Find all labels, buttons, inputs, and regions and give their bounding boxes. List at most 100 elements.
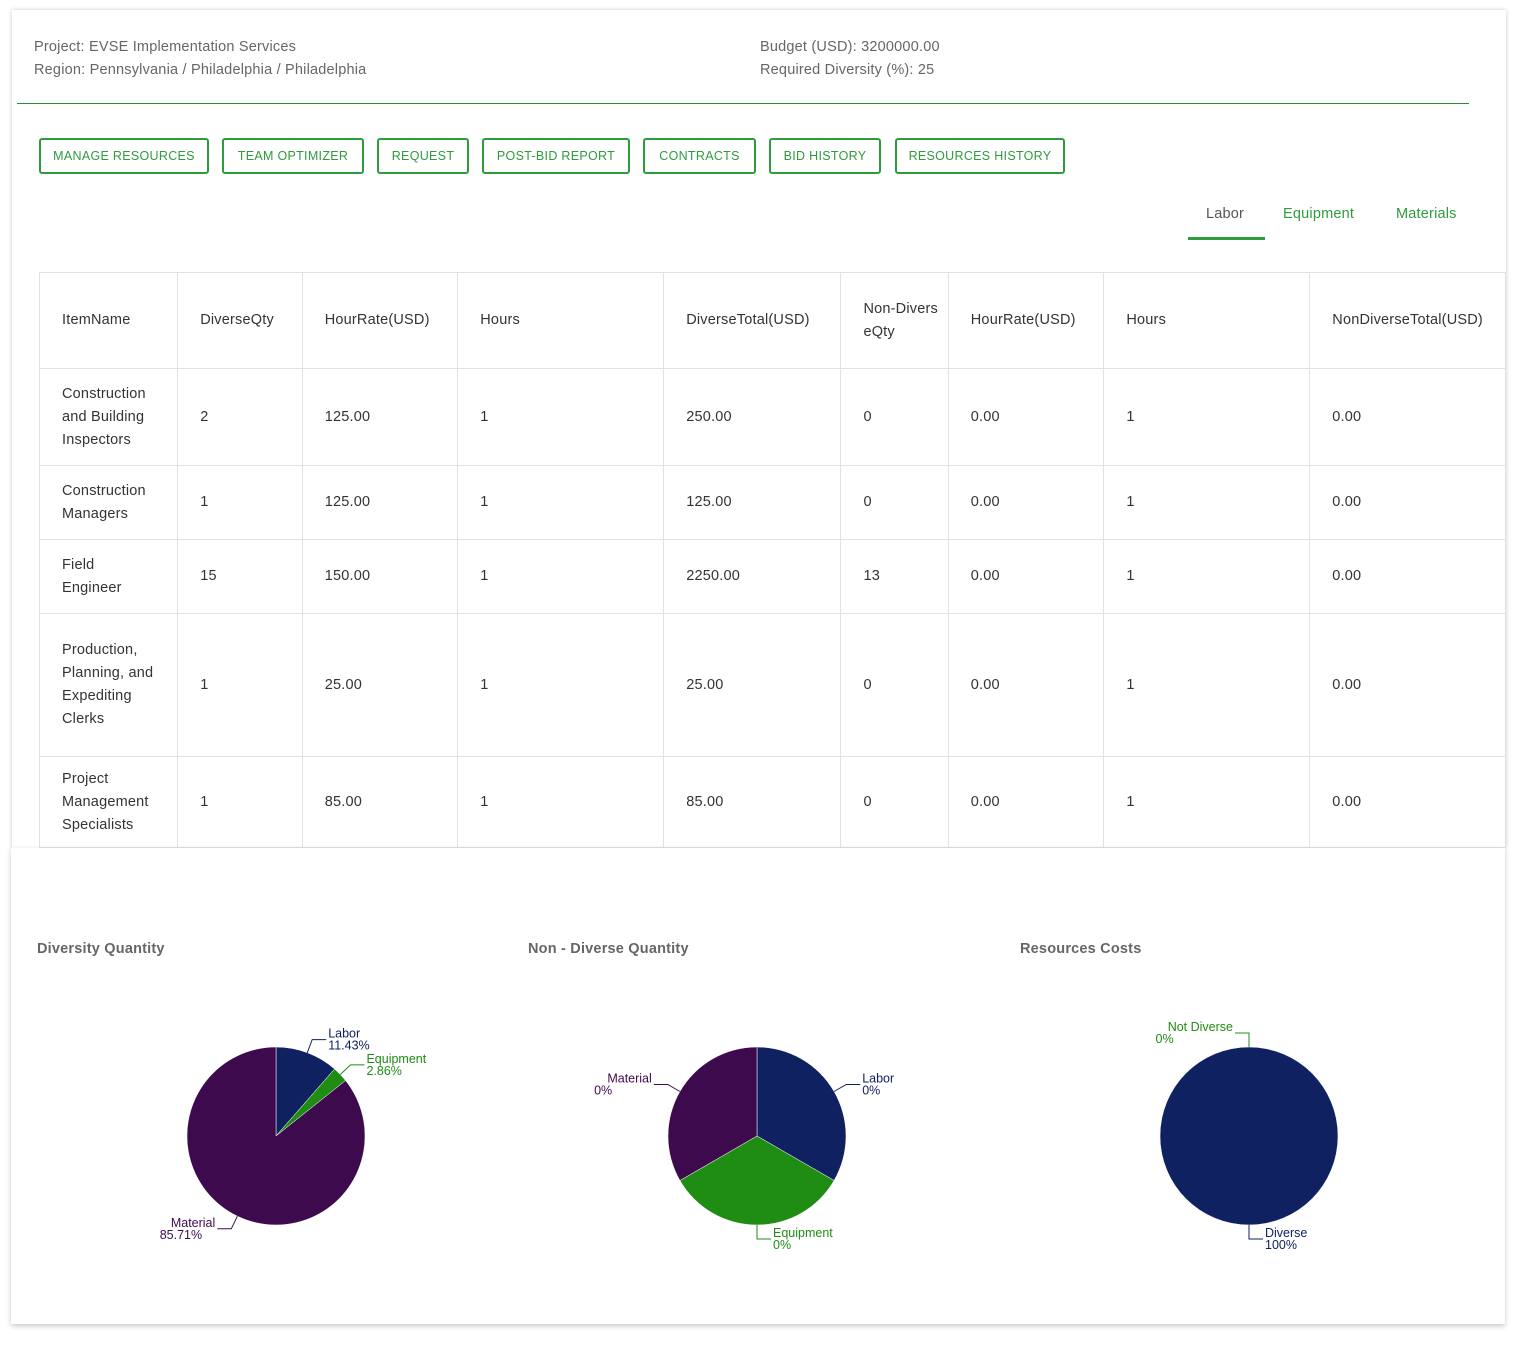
slice-value-material: 85.71%: [160, 1228, 202, 1242]
post-bid-report-button[interactable]: POST-BID REPORT: [482, 138, 630, 174]
slice-label-equipment: Equipment: [366, 1052, 426, 1066]
charts-card: Diversity Quantity Non - Diverse Quantit…: [11, 848, 1505, 1324]
tab-labor[interactable]: Labor: [1206, 206, 1245, 222]
table-cell: 0.00: [947, 465, 1105, 540]
table-cell: Construction Managers: [38, 465, 179, 540]
table-cell: 85.00: [301, 756, 459, 848]
table-cell: 1: [1103, 368, 1311, 466]
table-cell: 0.00: [947, 368, 1105, 466]
column-header: Hours: [1103, 272, 1311, 369]
table-cell: 0: [840, 756, 949, 848]
slice-label-material: Material: [607, 1072, 651, 1086]
leader-line-material: [217, 1215, 238, 1230]
contracts-button[interactable]: CONTRACTS: [643, 138, 756, 174]
table-cell: 1: [457, 756, 665, 848]
pie-slice-equipment[interactable]: [679, 1135, 835, 1226]
request-button[interactable]: REQUEST: [377, 138, 469, 174]
table-cell: 2250.00: [663, 539, 842, 614]
table-cell: 0.00: [1309, 539, 1506, 614]
slice-label-equipment: Equipment: [773, 1226, 833, 1240]
table-cell: 250.00: [663, 368, 842, 466]
slice-value-labor: 11.43%: [328, 1039, 369, 1053]
leader-line-equipment: [756, 1225, 771, 1240]
table-cell: 1: [457, 613, 665, 757]
active-tab-indicator: [1188, 237, 1265, 240]
table-cell: 0.00: [947, 613, 1105, 757]
column-header: ItemName: [38, 272, 179, 369]
pie-slice-labor[interactable]: [756, 1046, 847, 1181]
table-row: Construction Managers 1 125.00 1 125.00 0 0.00…: [38, 465, 1506, 540]
resources-card: Project: EVSE Implementation Services Re…: [12, 10, 1506, 848]
project-budget: Budget (USD): 3200000.00: [760, 39, 940, 55]
table-cell: 1: [457, 465, 665, 540]
project-region: Region: Pennsylvania / Philadelphia / Ph…: [34, 62, 367, 78]
table-cell: 125.00: [663, 465, 842, 540]
table-row: Project Management Specialists 1 85.00 1 85.…: [38, 756, 1506, 848]
pie-slice-diverse[interactable]: [1159, 1046, 1339, 1226]
table-cell: Production, Planning, and Expediting Cle…: [38, 613, 179, 757]
slice-value-equipment: 2.86%: [366, 1064, 401, 1078]
column-header: HourRate(USD): [301, 272, 459, 369]
table-cell: 25.00: [301, 613, 459, 757]
slice-value-equipment: 0%: [773, 1238, 791, 1252]
table-row: Construction and Building Inspectors 2 125…: [38, 368, 1506, 466]
table-cell: 1: [177, 465, 303, 540]
table-cell: 25.00: [663, 613, 842, 757]
table-cell: 1: [177, 756, 303, 848]
leader-line-labor: [833, 1084, 861, 1092]
column-header: DiverseQty: [177, 272, 303, 369]
column-header: Hours: [457, 272, 665, 369]
tab-materials[interactable]: Materials: [1396, 206, 1457, 222]
slice-value-labor: 0%: [862, 1084, 880, 1098]
table-cell: 150.00: [301, 539, 459, 614]
tab-equipment[interactable]: Equipment: [1283, 206, 1355, 222]
slice-label-labor: Labor: [328, 1027, 360, 1041]
table-cell: 0: [840, 465, 949, 540]
table-cell: 125.00: [301, 368, 459, 466]
chart-title-resources-costs: Resources Costs: [1020, 941, 1142, 957]
leader-line-not-diverse: [1235, 1032, 1250, 1047]
resources-history-button[interactable]: RESOURCES HISTORY: [895, 138, 1065, 174]
slice-label-not-diverse: Not Diverse: [1168, 1020, 1233, 1034]
bid-history-button[interactable]: BID HISTORY: [769, 138, 881, 174]
table-cell: 1: [457, 539, 665, 614]
slice-value-material: 0%: [594, 1084, 612, 1098]
table-cell: 13: [840, 539, 949, 614]
leader-line-equipment: [339, 1064, 365, 1075]
manage-resources-button[interactable]: MANAGE RESOURCES: [39, 138, 209, 174]
table-cell: 0.00: [1309, 756, 1506, 848]
pie-slice-labor[interactable]: [275, 1046, 335, 1137]
column-header: Non-DiverseQty: [840, 272, 949, 369]
required-diversity: Required Diversity (%): 25: [760, 62, 935, 78]
slice-label-labor: Labor: [862, 1072, 894, 1086]
table-cell: 0: [840, 613, 949, 757]
table-cell: 1: [1103, 613, 1311, 757]
table-cell: 0.00: [1309, 368, 1506, 466]
column-header: HourRate(USD): [947, 272, 1105, 369]
table-cell: 0.00: [947, 539, 1105, 614]
table-cell: 0: [840, 368, 949, 466]
column-header: DiverseTotal(USD): [663, 272, 842, 369]
table-cell: Field Engineer: [38, 539, 179, 614]
project-info: Project: EVSE Implementation Services Re…: [34, 36, 366, 82]
table-cell: 85.00: [663, 756, 842, 848]
team-optimizer-button[interactable]: TEAM OPTIMIZER: [222, 138, 364, 174]
leader-line-material: [653, 1084, 681, 1092]
column-header: NonDiverseTotal(USD): [1309, 272, 1506, 369]
budget-info: Budget (USD): 3200000.00 Required Divers…: [760, 36, 940, 82]
table-header-row: ItemName DiverseQty HourRate(USD) Hours Dive…: [38, 272, 1506, 369]
table-cell: Project Management Specialists: [38, 756, 179, 848]
table-cell: 0.00: [1309, 465, 1506, 540]
table-cell: 1: [1103, 539, 1311, 614]
table-cell: 1: [1103, 756, 1311, 848]
table-cell: Construction and Building Inspectors: [38, 368, 179, 466]
pie-slice-material[interactable]: [186, 1046, 366, 1226]
leader-line-diverse: [1248, 1225, 1263, 1240]
table-cell: 0.00: [947, 756, 1105, 848]
table-row: Field Engineer 15 150.00 1 2250.00 13 0.00 1 0.0…: [38, 539, 1506, 614]
slice-label-diverse: Diverse: [1265, 1226, 1307, 1240]
chart-title-diversity-quantity: Diversity Quantity: [37, 941, 165, 957]
